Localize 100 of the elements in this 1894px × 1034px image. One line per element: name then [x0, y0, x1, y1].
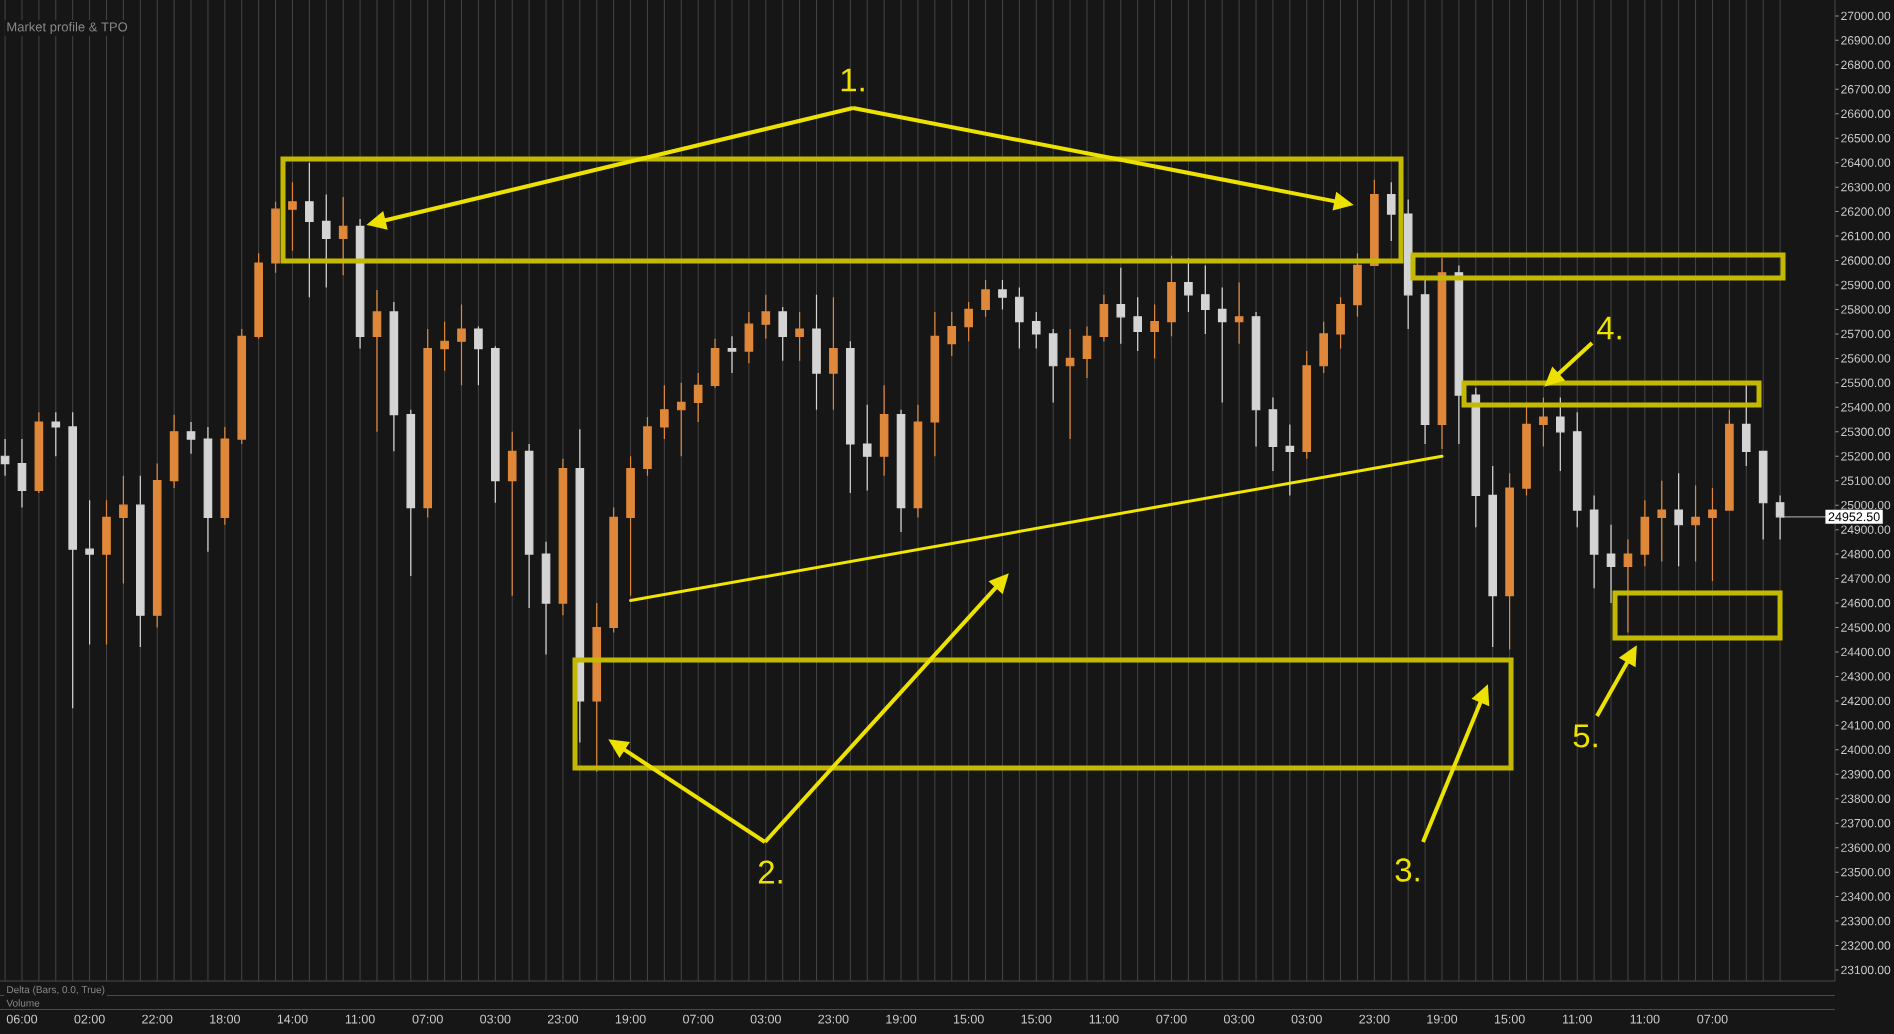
- candlestick: [541, 541, 551, 655]
- x-tick-label: 23:00: [547, 1014, 579, 1024]
- x-tick-label: 11:00: [1630, 1014, 1660, 1024]
- candlestick: [693, 372, 703, 423]
- candlestick: [626, 455, 635, 597]
- candlestick: [1353, 252, 1362, 318]
- candlestick: [152, 462, 162, 629]
- candlestick: [998, 279, 1007, 311]
- y-tick-label: 25500.00: [1841, 378, 1891, 388]
- candlestick: [1099, 294, 1109, 342]
- candlestick: [271, 201, 280, 274]
- candlestick: [1606, 524, 1616, 604]
- candlestick: [1556, 396, 1565, 472]
- candlestick: [1082, 325, 1092, 379]
- y-tick-label: 27000.00: [1841, 11, 1891, 21]
- x-tick-label: 19:00: [615, 1014, 646, 1024]
- candlestick: [51, 411, 61, 457]
- candlestick: [1471, 387, 1481, 528]
- candlestick: [1437, 257, 1447, 450]
- candlestick: [288, 181, 297, 252]
- y-tick-label: 23900.00: [1841, 770, 1891, 779]
- y-tick-label: 23800.00: [1841, 794, 1891, 803]
- y-tick-label: 23400.00: [1841, 892, 1891, 901]
- x-tick-label: 07:00: [1156, 1014, 1187, 1024]
- candlestick: [305, 162, 314, 298]
- x-tick-label: 07:00: [412, 1014, 443, 1024]
- candlestick: [507, 431, 517, 597]
- candlestick: [795, 311, 804, 362]
- candlestick: [355, 218, 365, 350]
- x-tick-label: 11:00: [1089, 1014, 1119, 1024]
- x-tick-label: 03:00: [1223, 1014, 1255, 1024]
- y-tick-label: 24000.00: [1841, 745, 1891, 755]
- candlestick: [1370, 179, 1379, 267]
- y-tick-label: 24500.00: [1841, 623, 1891, 632]
- y-tick-label: 24100.00: [1841, 721, 1891, 730]
- x-tick-label: 11:00: [345, 1014, 375, 1024]
- y-tick-label: 26800.00: [1841, 60, 1891, 70]
- candlestick: [879, 384, 889, 477]
- y-tick-label: 25700.00: [1841, 329, 1891, 339]
- candlestick: [1758, 450, 1768, 541]
- candlestick: [896, 409, 906, 533]
- y-tick-label: 24400.00: [1841, 647, 1891, 657]
- y-tick-label: 23600.00: [1841, 843, 1891, 852]
- candlestick: [964, 301, 973, 342]
- y-tick-label: 23500.00: [1841, 867, 1891, 877]
- y-tick-label: 26300.00: [1841, 182, 1891, 192]
- x-tick-label: 22:00: [142, 1014, 173, 1024]
- candlestick: [220, 426, 230, 526]
- candlestick: [85, 499, 94, 646]
- candlestick: [1133, 296, 1143, 352]
- candlestick: [186, 421, 196, 455]
- candlestick: [119, 475, 128, 585]
- candlestick: [17, 438, 27, 509]
- candlestick: [1302, 350, 1312, 460]
- y-tick-label: 25600.00: [1841, 354, 1891, 363]
- candlestick: [474, 325, 483, 386]
- y-tick-label: 25200.00: [1841, 452, 1891, 461]
- candlestick: [744, 311, 754, 364]
- candlestick: [1319, 321, 1328, 374]
- candlestick: [254, 252, 263, 340]
- candlestick: [169, 414, 179, 489]
- candlestick: [727, 335, 737, 374]
- candlestick: [1403, 198, 1413, 330]
- candlestick: [862, 404, 872, 492]
- annotation: 4.: [1597, 316, 1621, 340]
- candlestick: [68, 411, 78, 709]
- candlestick: [930, 311, 940, 457]
- candlestick: [592, 602, 602, 773]
- y-tick-label: 25100.00: [1841, 476, 1891, 485]
- candlestick: [423, 328, 433, 519]
- annotation: 2.: [758, 860, 782, 884]
- candlestick: [1691, 485, 1700, 563]
- ref-line-label: 24952.50: [1828, 512, 1880, 522]
- text: Delta (Bars, 0.0, True): [7, 985, 105, 996]
- x-tick-label: 23:00: [1359, 1014, 1390, 1024]
- y-tick-label: 24700.00: [1841, 574, 1891, 583]
- candlestick: [524, 443, 534, 609]
- candlestick: [981, 279, 990, 318]
- x-tick-label: 03:00: [480, 1014, 511, 1024]
- annotation: Market profile & TPO: [7, 21, 128, 35]
- x-tick-label: 23:00: [818, 1014, 849, 1024]
- candlestick: [1015, 286, 1024, 350]
- candlestick: [947, 311, 957, 357]
- x-tick-label: 19:00: [1427, 1014, 1458, 1024]
- candlestick: [372, 289, 382, 433]
- candlestick: [761, 294, 771, 340]
- y-tick-label: 24800.00: [1841, 549, 1891, 559]
- candlestick: [102, 499, 111, 646]
- candlestick: [237, 328, 247, 445]
- candlestick: [1589, 494, 1599, 589]
- x-tick-label: 02:00: [74, 1014, 105, 1024]
- candlestick: [1505, 472, 1514, 651]
- x-tick-label: 15:00: [1021, 1014, 1052, 1024]
- x-tick-label: 15:00: [953, 1014, 984, 1024]
- x-tick-label: 07:00: [1697, 1014, 1728, 1024]
- y-tick-label: 25000.00: [1841, 500, 1891, 510]
- candlestick: [135, 475, 145, 648]
- candlestick: [1775, 494, 1785, 541]
- candlestick: [1031, 311, 1041, 350]
- candlestick: [203, 426, 213, 553]
